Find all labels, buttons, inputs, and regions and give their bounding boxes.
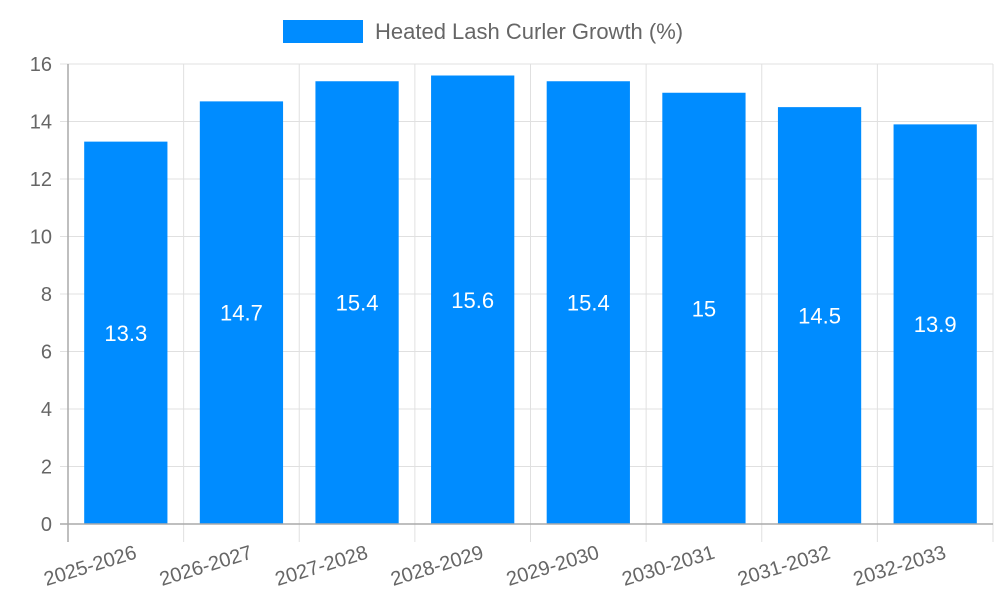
y-tick-label: 2 [41,457,52,479]
y-tick-label: 0 [41,514,52,536]
x-tick-label: 2026-2027 [157,542,255,591]
x-tick-label: 2031-2032 [735,542,833,591]
bar-value-label: 15.4 [567,291,610,316]
bar-value-label: 15 [692,296,716,321]
bar[interactable] [662,92,746,524]
bar-value-label: 14.5 [798,304,841,329]
legend-label: Heated Lash Curler Growth (%) [375,19,683,44]
bar[interactable] [84,141,168,524]
legend[interactable]: Heated Lash Curler Growth (%) [283,19,683,44]
bars: 13.3 14.7 15.4 15.6 15.4 15 14.5 13.9 [84,75,977,525]
x-tick-label: 2025-2026 [41,542,139,591]
y-tick-label: 4 [41,399,52,421]
x-tick-label: 2029-2030 [504,542,602,591]
bar-value-label: 13.9 [914,312,957,337]
y-tick-label: 10 [30,227,52,249]
x-tick-label: 2032-2033 [851,542,949,591]
x-tick-label: 2027-2028 [273,542,371,591]
bar[interactable] [431,75,515,525]
bar[interactable] [893,124,977,524]
y-tick-label: 8 [41,284,52,306]
y-tick-label: 16 [30,54,52,76]
bar[interactable] [199,101,284,524]
bar[interactable] [315,81,399,524]
bar[interactable] [777,107,862,524]
y-tick-label: 12 [30,169,52,191]
y-tick-label: 6 [41,342,52,364]
bar-value-label: 15.4 [336,291,379,316]
bar[interactable] [546,81,630,524]
bar-value-label: 15.6 [451,288,494,313]
bar-value-label: 14.7 [220,301,263,326]
y-tick-label: 14 [30,112,52,134]
x-tick-label: 2030-2031 [619,542,717,591]
legend-swatch [283,20,363,43]
bar-value-label: 13.3 [104,321,147,346]
x-tick-label: 2028-2029 [388,542,486,591]
